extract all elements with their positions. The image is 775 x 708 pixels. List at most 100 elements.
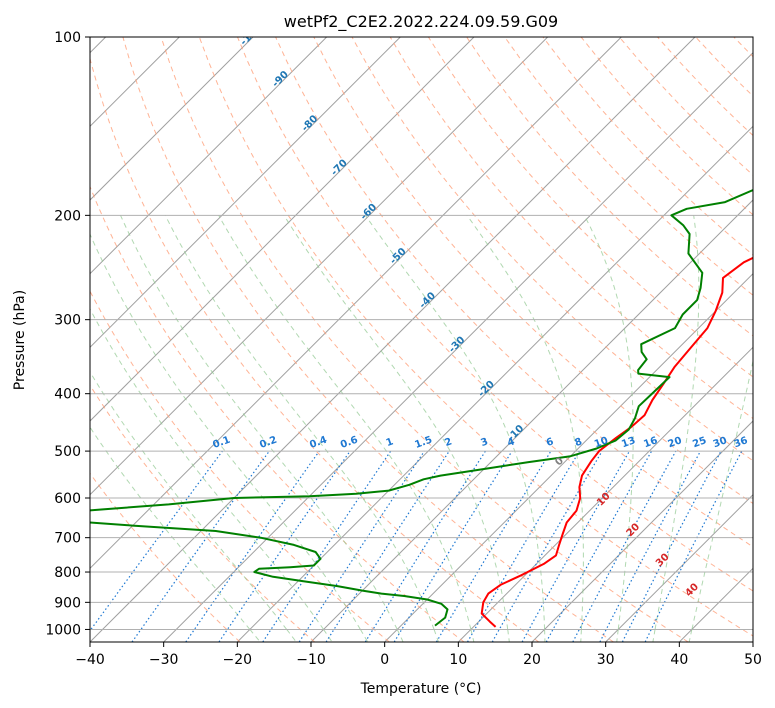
mixing-ratio-label: 4 (506, 436, 516, 449)
isotherm-label: -70 (329, 158, 350, 179)
mixing-ratio-label: 10 (593, 435, 610, 450)
mixing-ratio-label: 16 (642, 435, 659, 450)
isotherm-line (90, 37, 622, 570)
isotherm-line (90, 37, 328, 275)
x-axis-title: Temperature (°C) (360, 681, 482, 697)
y-axis: 1000 900 800 700 600 500 400 300 200 100 (45, 30, 90, 638)
isotherm-line (457, 346, 753, 642)
y-tick-label: 800 (54, 565, 81, 581)
moist-adiabat-line (164, 215, 439, 642)
isotherm-label: -80 (300, 113, 321, 134)
x-tick-label: −30 (149, 652, 179, 668)
isotherm-line (90, 37, 401, 349)
isotherm-line (90, 37, 475, 422)
mixing-ratio-label: 25 (691, 435, 708, 450)
isotherm-label: -50 (388, 246, 409, 267)
x-tick-label: 10 (449, 652, 467, 668)
moist-adiabat-line (583, 215, 634, 642)
dry-adiabat-line (466, 37, 753, 337)
isotherm-label: -100 (238, 22, 264, 48)
dry-adiabat-line (427, 37, 753, 378)
isotherm-line (236, 125, 753, 642)
mixing-ratio-label: 30 (712, 435, 729, 450)
x-tick-label: 30 (597, 652, 615, 668)
mixing-ratio-label: 1 (385, 436, 395, 449)
mixing-ratio-line (435, 450, 552, 642)
mixing-ratio-label: 0.1 (211, 435, 231, 451)
dry-adiabat-label: 30 (654, 552, 672, 570)
dry-adiabat-line (90, 384, 316, 642)
mixing-ratio-line (521, 450, 631, 642)
isotherm-line (752, 641, 753, 642)
dry-adiabat-line (351, 37, 753, 462)
mixing-ratio-line (644, 450, 743, 642)
dry-adiabat-line (733, 37, 753, 58)
isotherm-line (90, 37, 254, 201)
y-tick-label: 1000 (45, 622, 81, 638)
dry-adiabat-label: 40 (683, 582, 701, 600)
y-tick-label: 700 (54, 531, 81, 547)
plot-frame (89, 36, 754, 643)
y-tick-label: 100 (54, 30, 81, 46)
moist-adiabat-line (218, 215, 475, 642)
moist-adiabat-line (90, 308, 333, 642)
dewpoint-profile-line (90, 179, 753, 627)
mixing-ratio-line (298, 450, 425, 642)
dry-adiabat-line (504, 37, 753, 296)
temperature-profile-line (480, 256, 753, 628)
line-labels: -100-90-80-70-60-50-40-30-20-100.1 0.2 0.4… (211, 22, 750, 600)
mixing-ratio-line (325, 450, 450, 642)
dry-adiabat-line (122, 37, 614, 642)
mixing-ratio-line (466, 450, 580, 642)
y-tick-label: 600 (54, 491, 81, 507)
mixing-ratio-line (393, 450, 513, 642)
x-tick-label: 50 (744, 652, 762, 668)
mixing-ratio-line (90, 450, 223, 632)
dry-adiabat-line (160, 37, 689, 642)
x-tick-label: −20 (223, 652, 253, 668)
dry-adiabat-line (657, 37, 753, 137)
dry-adiabat-line (695, 37, 753, 97)
profiles (90, 179, 753, 628)
moist-adiabat-line (688, 358, 753, 642)
moist-adiabat-line (90, 426, 261, 642)
moist-adiabat-line (90, 232, 369, 642)
mixing-ratio-label: 0.4 (308, 435, 328, 451)
isotherm-line (605, 493, 753, 642)
x-tick-label: −40 (75, 652, 105, 668)
dry-adiabat-line (90, 290, 390, 642)
mixing-ratio-line (545, 450, 653, 642)
isotherm-line (531, 420, 753, 642)
dry-adiabat-line (90, 56, 540, 642)
isotherm-label: -60 (359, 202, 380, 223)
y-tick-label: 400 (54, 387, 81, 403)
isotherm-label: -40 (417, 290, 438, 311)
isotherm-label: -90 (270, 69, 291, 90)
mixing-ratio-label: 36 (733, 435, 750, 450)
x-tick-label: −10 (296, 652, 326, 668)
dry-adiabat-line (237, 37, 753, 592)
dry-adiabat-line (542, 37, 753, 256)
mixing-ratio-label: 3 (479, 436, 489, 449)
x-axis: −40 −30 −20 −10 0 10 20 30 40 50 (75, 642, 762, 668)
mixing-ratio-label: 20 (667, 435, 684, 450)
mixing-ratio-line (185, 450, 320, 642)
mixing-ratio-line (599, 450, 702, 642)
isotherm-line (310, 199, 753, 642)
mixing-ratio-label: 6 (545, 436, 555, 449)
x-tick-label: 0 (380, 652, 389, 668)
mixing-ratio-line (572, 450, 677, 642)
moist-adiabat-line (283, 215, 510, 642)
moist-adiabat-line (90, 370, 297, 642)
y-tick-label: 900 (54, 595, 81, 611)
isotherm-line (678, 567, 753, 642)
y-tick-label: 500 (54, 444, 81, 460)
chart-title: wetPf2_C2E2.2022.224.09.59.G09 (284, 12, 558, 32)
mixing-ratio-line (131, 450, 270, 642)
dry-adiabat-line (275, 37, 753, 548)
mixing-ratio-label: 2 (443, 436, 453, 449)
mixing-ratio-line (621, 450, 722, 642)
mixing-ratio-label: 8 (573, 436, 583, 449)
dry-adiabat-label: 10 (595, 491, 613, 509)
